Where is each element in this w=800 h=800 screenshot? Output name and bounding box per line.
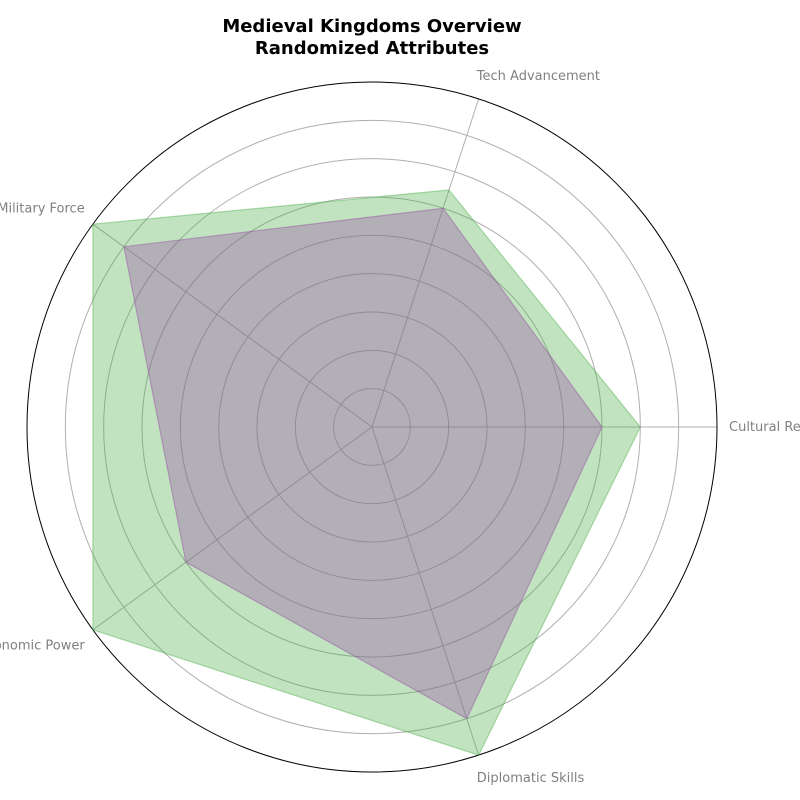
spoke-2 <box>371 98 480 428</box>
chart-title-line-2: Randomized Attributes <box>255 38 489 59</box>
spoke-3 <box>92 223 373 428</box>
axis-label-layer: Cultural Reach Tech Advancement Military F… <box>0 69 800 786</box>
series-1-area <box>92 189 642 756</box>
grid-layer <box>26 81 718 773</box>
axis-label-cultural-reach: Cultural Reach <box>729 420 800 435</box>
series-layer <box>92 189 642 756</box>
spoke-5 <box>371 426 480 756</box>
axis-label-tech-advancement: Tech Advancement <box>476 69 600 84</box>
axis-label-diplomatic-skills: Diplomatic Skills <box>477 771 585 786</box>
chart-title-line-1: Medieval Kingdoms Overview <box>222 16 521 37</box>
axis-label-military-force: Military Force <box>0 202 85 217</box>
spoke-4 <box>92 426 373 631</box>
axis-label-economic-power: Economic Power <box>0 639 85 654</box>
series-2-area <box>123 207 603 720</box>
outer-ring <box>26 81 718 773</box>
